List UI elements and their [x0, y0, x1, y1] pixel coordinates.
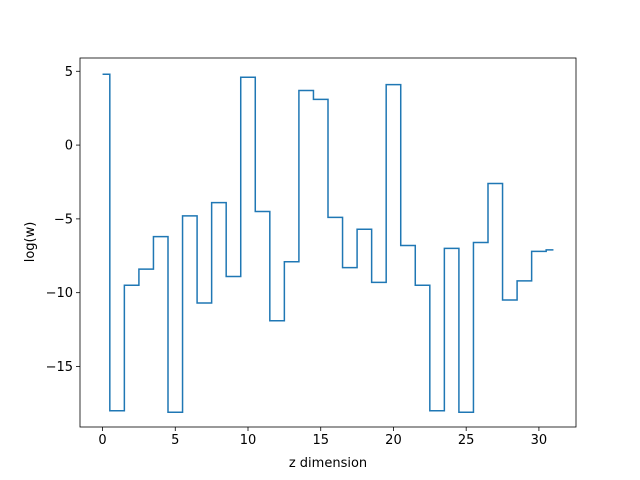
axes-frame	[79, 57, 577, 428]
x-tick-label: 30	[531, 433, 548, 448]
y-tick-label: 0	[65, 139, 73, 154]
y-tick-label: −5	[54, 212, 73, 227]
y-tick-label: 5	[65, 65, 73, 80]
x-axis-ticks: 0 5 10 15 20 25 30	[98, 427, 547, 448]
plot-area	[79, 57, 577, 428]
y-tick-label: −15	[46, 360, 73, 375]
y-tick-label: −10	[46, 286, 73, 301]
x-axis-label: z dimension	[289, 456, 367, 471]
series-line-1	[102, 73, 554, 413]
x-tick-label: 0	[98, 433, 106, 448]
x-tick-label: 20	[385, 433, 402, 448]
x-tick-label: 10	[240, 433, 257, 448]
x-tick-label: 25	[458, 433, 475, 448]
x-tick-label: 15	[312, 433, 329, 448]
y-axis-ticks: 5 0 −5 −10 −15	[46, 65, 80, 375]
y-axis-label: log(w)	[23, 222, 38, 263]
x-tick-label: 5	[171, 433, 179, 448]
